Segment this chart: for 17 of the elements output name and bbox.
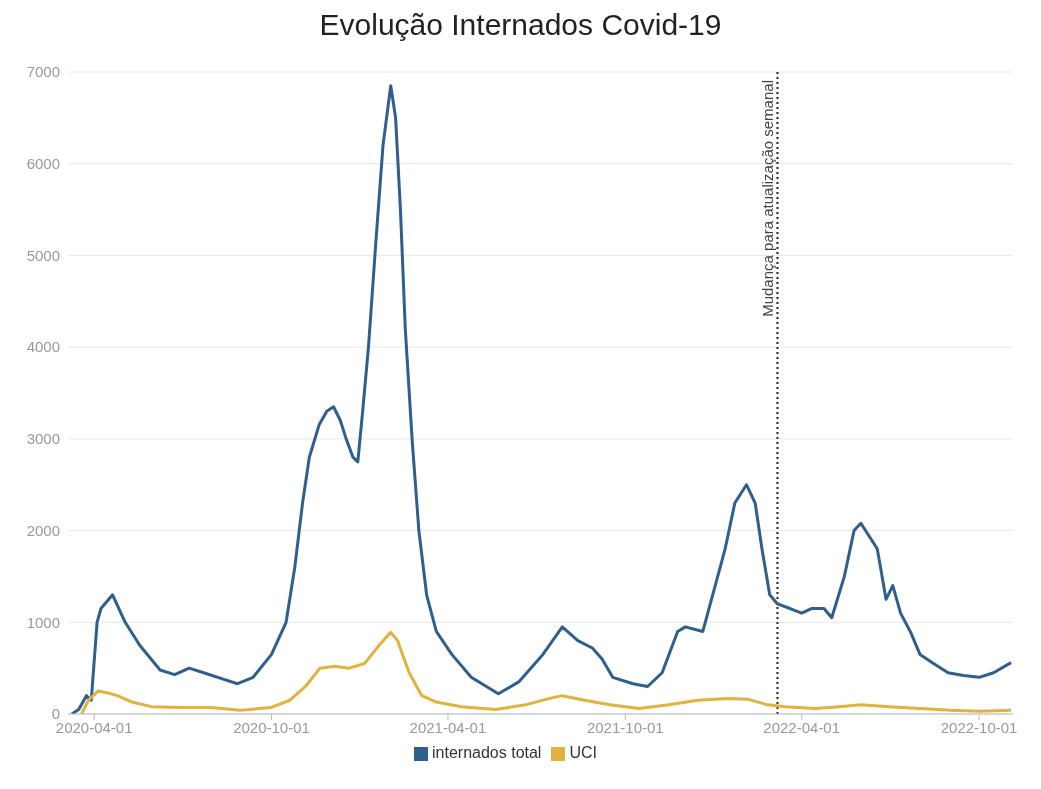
y-tick-label: 1000 bbox=[26, 613, 60, 631]
x-tick-label: 2021-10-01 bbox=[586, 718, 664, 736]
y-tick-label: 6000 bbox=[26, 155, 60, 173]
x-tick-label: 2020-10-01 bbox=[233, 718, 310, 736]
y-tick-label: 3000 bbox=[26, 430, 60, 448]
ref-line-label: Mudança para atualização semanal bbox=[759, 80, 777, 317]
y-tick-label: 5000 bbox=[26, 246, 60, 264]
x-tick-label: 2022-04-01 bbox=[763, 718, 841, 736]
y-tick-label: 2000 bbox=[26, 521, 60, 539]
chart-title: Evolução Internados Covid-19 bbox=[318, 8, 723, 42]
y-tick-label: 4000 bbox=[26, 338, 60, 356]
legend-label: UCI bbox=[569, 744, 597, 761]
x-tick-label: 2022-10-01 bbox=[940, 718, 1018, 736]
y-tick-label: 7000 bbox=[26, 63, 60, 81]
x-tick-label: 2021-04-01 bbox=[409, 718, 487, 736]
line-series bbox=[80, 630, 1013, 714]
legend-label: internados total bbox=[432, 744, 542, 761]
